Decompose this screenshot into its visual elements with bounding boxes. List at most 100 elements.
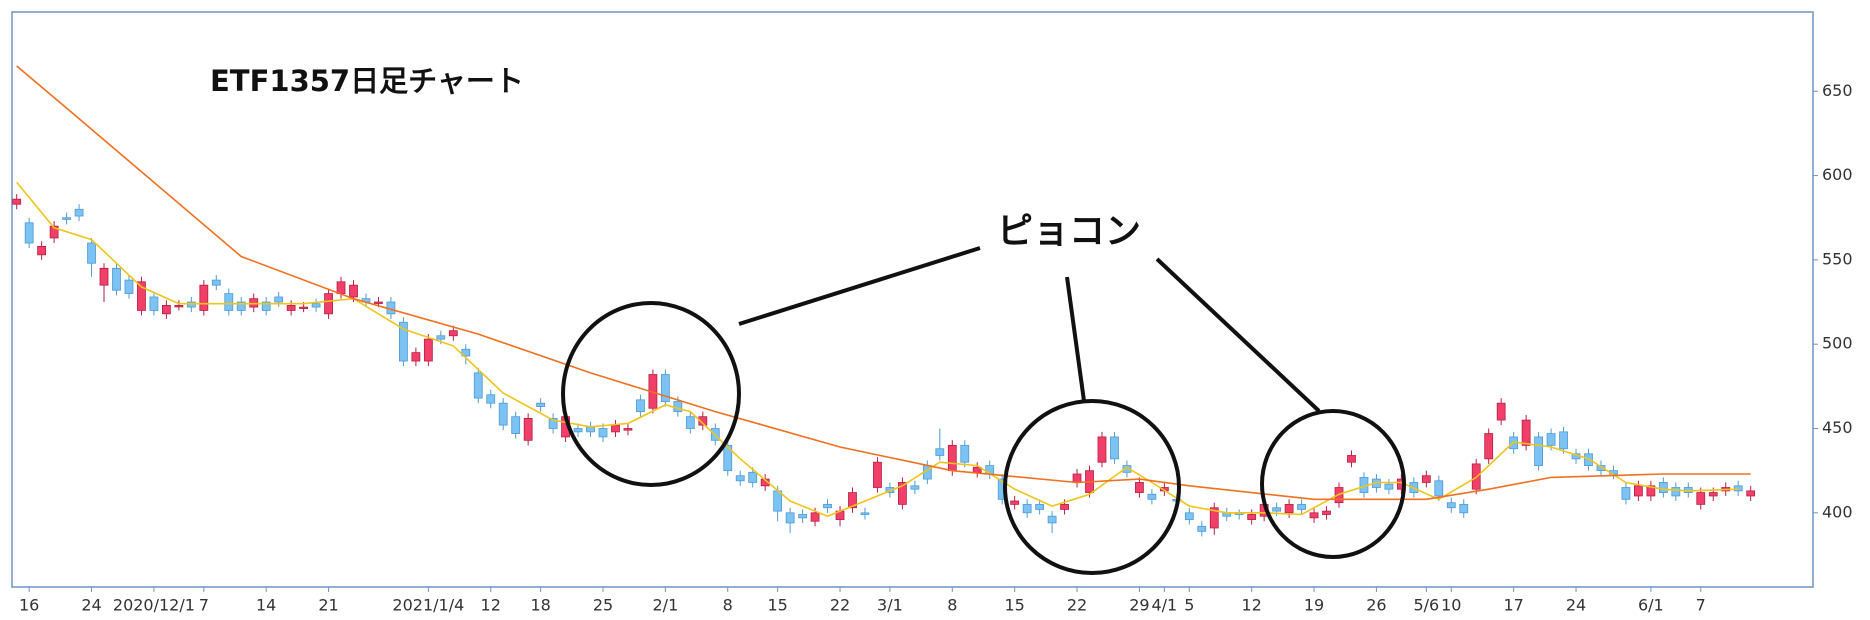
candle-body bbox=[611, 424, 620, 433]
candle-body bbox=[74, 208, 84, 217]
candle-body bbox=[910, 485, 920, 490]
candle-body bbox=[1197, 525, 1207, 532]
x-tick-label: 29 bbox=[1129, 596, 1149, 615]
candle-body bbox=[49, 225, 59, 239]
candle-body bbox=[1521, 419, 1531, 446]
candle-body bbox=[498, 402, 508, 426]
x-tick-label: 24 bbox=[81, 596, 101, 615]
candle-body bbox=[1309, 512, 1319, 519]
candle-body bbox=[137, 281, 146, 311]
candle-body bbox=[511, 416, 521, 434]
annotation: ピョコン bbox=[997, 211, 1141, 252]
candle-body bbox=[87, 242, 96, 264]
candle-body bbox=[174, 305, 184, 308]
candle-body bbox=[311, 303, 321, 308]
circle bbox=[1003, 399, 1181, 575]
candle-body bbox=[623, 428, 633, 431]
candle-body bbox=[199, 284, 209, 311]
x-tick-label: 26 bbox=[1366, 596, 1386, 615]
candle-body bbox=[1347, 455, 1356, 463]
candle-body bbox=[1621, 487, 1631, 500]
candle-body bbox=[1733, 485, 1743, 492]
callout-line bbox=[1155, 257, 1321, 413]
candle-body bbox=[636, 399, 645, 413]
candle-body bbox=[960, 444, 970, 463]
candle-body bbox=[461, 348, 471, 357]
candle-body bbox=[436, 335, 446, 340]
candle-body bbox=[685, 416, 695, 429]
candle-body bbox=[823, 503, 832, 509]
candle-body bbox=[1297, 503, 1306, 510]
candle-body bbox=[1184, 512, 1194, 520]
candle-body bbox=[224, 293, 234, 311]
callout-line bbox=[1065, 276, 1086, 402]
candle-body bbox=[186, 301, 196, 308]
candle-body bbox=[149, 296, 159, 311]
x-tick-label: 15 bbox=[1004, 596, 1024, 615]
candle-body bbox=[935, 448, 945, 456]
candle-body bbox=[1546, 433, 1556, 446]
candle-body bbox=[785, 512, 795, 524]
candle-body bbox=[723, 444, 733, 472]
x-tick-label: 12 bbox=[481, 596, 501, 615]
candle-body bbox=[1035, 503, 1045, 510]
candle-body bbox=[660, 374, 670, 402]
candle-body bbox=[798, 514, 807, 519]
candle-body bbox=[211, 279, 221, 286]
candle-body bbox=[62, 217, 71, 220]
candle-body bbox=[1459, 503, 1469, 514]
x-tick-label: 17 bbox=[1503, 596, 1523, 615]
candle-body bbox=[897, 482, 907, 505]
annotation-shapes bbox=[561, 246, 1406, 575]
y-tick-label: 500 bbox=[1822, 334, 1853, 353]
candle-body bbox=[274, 296, 284, 303]
moving-average-line bbox=[16, 65, 1751, 501]
chart-title: ETF1357日足チャート bbox=[210, 64, 524, 98]
candle-body bbox=[810, 512, 820, 522]
candle-body bbox=[1696, 492, 1706, 505]
candle-body bbox=[1646, 485, 1656, 497]
candle-body bbox=[349, 284, 358, 298]
x-tick-label: 2/1 bbox=[653, 596, 679, 615]
x-tick-label: 6/1 bbox=[1638, 596, 1664, 615]
candle-body bbox=[1596, 465, 1606, 472]
x-tick-label: 12 bbox=[1242, 596, 1262, 615]
x-tick-label: 16 bbox=[19, 596, 39, 615]
candle-body bbox=[523, 417, 533, 441]
candle-body bbox=[423, 338, 433, 362]
candle-body bbox=[1421, 475, 1431, 483]
x-tick-label: 21 bbox=[318, 596, 338, 615]
candle-body bbox=[1247, 514, 1257, 520]
x-tick-label: 7 bbox=[199, 596, 209, 615]
x-tick-label: 5 bbox=[1184, 596, 1194, 615]
candle-body bbox=[1446, 502, 1456, 509]
candle-body bbox=[1658, 482, 1668, 493]
candle-body bbox=[673, 401, 683, 413]
callout-line bbox=[738, 246, 981, 326]
candle-body bbox=[1135, 482, 1144, 493]
x-tick-label: 5/6 bbox=[1413, 596, 1439, 615]
x-tick-label: 8 bbox=[723, 596, 733, 615]
candle-body bbox=[848, 492, 857, 509]
candle-body bbox=[536, 402, 546, 407]
candle-body bbox=[860, 512, 870, 515]
y-tick-label: 650 bbox=[1822, 81, 1853, 100]
candle-body bbox=[1534, 436, 1543, 466]
candle-body bbox=[336, 281, 346, 294]
candle-body bbox=[548, 417, 558, 429]
candle-body bbox=[773, 490, 783, 512]
candle-body bbox=[698, 416, 708, 426]
plot-frame bbox=[11, 11, 1814, 588]
y-tick-label: 550 bbox=[1822, 249, 1853, 268]
candle-body bbox=[1110, 436, 1119, 460]
candle-body bbox=[1559, 431, 1568, 450]
candle-body bbox=[1010, 500, 1020, 505]
x-tick-label: 2020/12/1 bbox=[113, 596, 195, 615]
candle-body bbox=[374, 301, 383, 304]
x-tick-label: 3/1 bbox=[877, 596, 903, 615]
candle-body bbox=[748, 471, 758, 483]
candle-body bbox=[299, 306, 309, 309]
candle-body bbox=[1496, 402, 1506, 421]
